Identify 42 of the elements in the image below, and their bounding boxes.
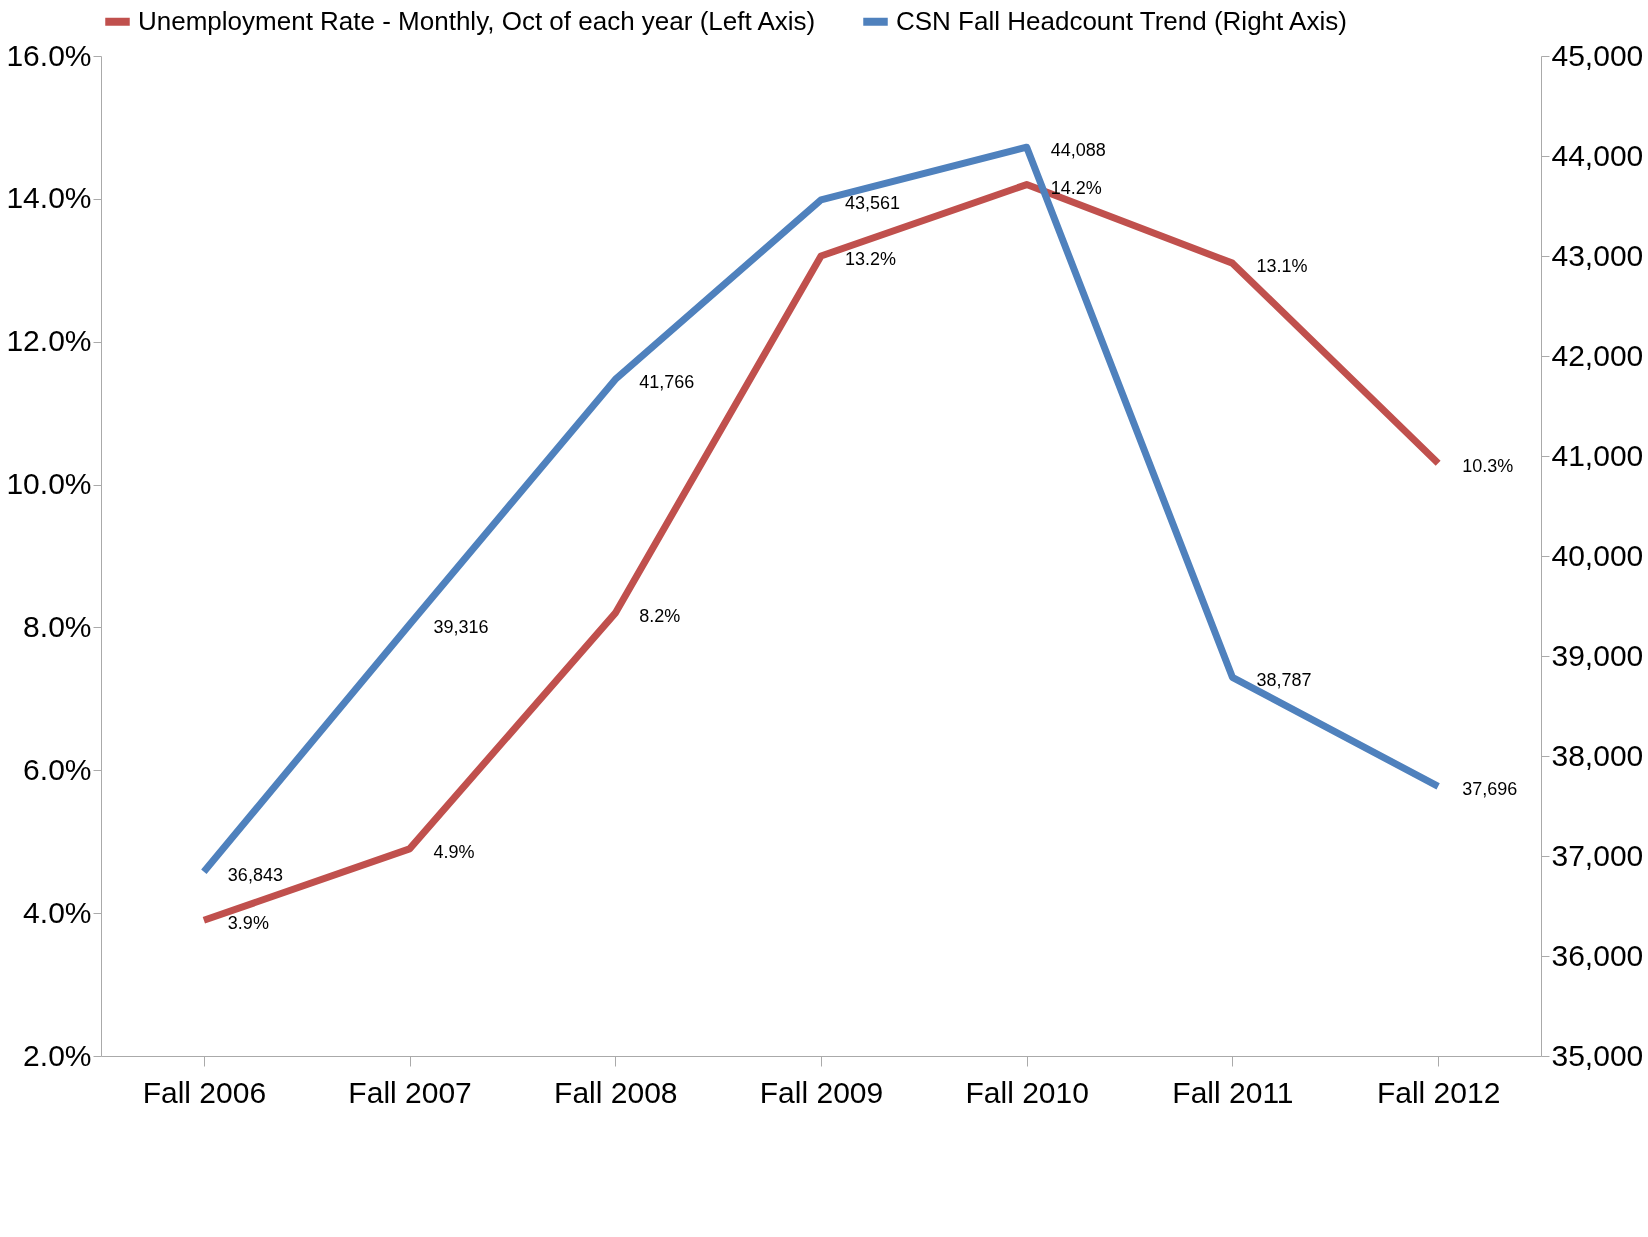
y2-tick-label: 38,000 bbox=[1551, 738, 1644, 772]
x-tick-label: Fall 2010 bbox=[965, 1075, 1089, 1109]
x-tick-label: Fall 2006 bbox=[142, 1075, 267, 1109]
y-tick-label: 4.0% bbox=[23, 895, 92, 929]
data-label: 36,843 bbox=[227, 864, 283, 885]
x-tick-label: Fall 2007 bbox=[348, 1075, 472, 1109]
y-tick-label: 8.0% bbox=[23, 609, 92, 643]
data-label: 13.2% bbox=[845, 249, 897, 269]
data-label: 13.1% bbox=[1256, 256, 1308, 277]
y2-tick-label: 39,000 bbox=[1551, 638, 1644, 672]
x-tick-label: Fall 2011 bbox=[1172, 1075, 1294, 1109]
x-tick-label: Fall 2012 bbox=[1376, 1075, 1501, 1109]
y-tick-label: 10.0% bbox=[6, 467, 92, 501]
data-label: 37,696 bbox=[1462, 779, 1518, 800]
y-tick-label: 6.0% bbox=[23, 752, 92, 786]
data-label: 44,088 bbox=[1050, 140, 1106, 161]
y2-tick-label: 36,000 bbox=[1551, 938, 1644, 972]
y2-tick-label: 45,000 bbox=[1551, 38, 1644, 72]
y-tick-label: 12.0% bbox=[6, 324, 92, 358]
data-label: 41,766 bbox=[639, 372, 695, 393]
y2-tick-label: 40,000 bbox=[1551, 538, 1644, 572]
y2-tick-label: 43,000 bbox=[1551, 238, 1644, 272]
data-label: 10.3% bbox=[1462, 456, 1514, 477]
data-label: 3.9% bbox=[227, 913, 269, 934]
x-tick-label: Fall 2009 bbox=[759, 1075, 884, 1109]
y2-tick-label: 35,000 bbox=[1551, 1038, 1644, 1072]
data-label: 38,787 bbox=[1256, 670, 1312, 691]
y-tick-label: 2.0% bbox=[23, 1038, 92, 1072]
y2-tick-label: 44,000 bbox=[1551, 138, 1644, 172]
legend-label: Unemployment Rate - Monthly, Oct of each year (Left Axis) bbox=[138, 5, 816, 36]
legend-label: CSN Fall Headcount Trend (Right Axis) bbox=[896, 5, 1347, 36]
data-label: 39,316 bbox=[433, 617, 489, 638]
y2-tick-label: 41,000 bbox=[1551, 438, 1644, 472]
y2-tick-label: 42,000 bbox=[1551, 338, 1644, 372]
y-tick-label: 14.0% bbox=[6, 181, 92, 215]
data-label: 4.9% bbox=[433, 841, 475, 862]
data-label: 14.2% bbox=[1050, 177, 1102, 198]
y-tick-label: 16.0% bbox=[6, 38, 92, 72]
y2-tick-label: 37,000 bbox=[1551, 838, 1644, 872]
x-tick-label: Fall 2008 bbox=[554, 1075, 678, 1109]
data-label: 43,561 bbox=[845, 192, 901, 213]
data-label: 8.2% bbox=[639, 606, 681, 627]
